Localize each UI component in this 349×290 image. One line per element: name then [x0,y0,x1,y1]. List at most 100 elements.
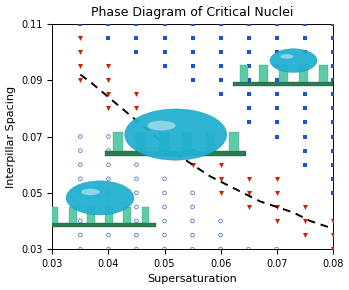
Ellipse shape [270,49,317,72]
Point [106,219,111,223]
Point [246,120,251,125]
Point [162,120,167,125]
Bar [136,132,146,151]
Point [218,36,223,40]
Point [190,205,195,209]
Bar [279,65,288,81]
Point [106,64,111,68]
Point [134,50,139,54]
Bar [206,132,215,151]
Point [162,134,167,139]
Point [218,191,223,195]
Point [302,36,307,40]
Point [330,21,335,26]
Point [77,50,83,54]
Bar [113,132,123,151]
Point [246,106,251,111]
Point [134,106,139,111]
Point [330,148,335,153]
Bar [229,132,239,151]
Point [134,36,139,40]
Point [274,78,280,83]
Bar [105,151,246,156]
Point [218,92,223,97]
Point [274,36,280,40]
Ellipse shape [147,121,176,130]
Point [162,205,167,209]
Point [134,191,139,195]
Point [274,21,280,26]
Point [77,162,83,167]
Title: Phase Diagram of Critical Nuclei: Phase Diagram of Critical Nuclei [91,6,294,19]
Point [162,64,167,68]
Point [274,205,280,209]
Point [106,21,111,26]
Point [330,120,335,125]
Point [77,219,83,223]
Point [106,205,111,209]
Point [190,191,195,195]
Point [302,233,307,238]
Point [134,21,139,26]
Point [330,191,335,195]
Point [77,148,83,153]
Point [302,120,307,125]
Point [106,78,111,83]
Ellipse shape [81,189,100,195]
Point [134,162,139,167]
Point [162,36,167,40]
Point [134,219,139,223]
Bar [299,65,307,81]
Point [246,36,251,40]
Point [274,120,280,125]
Point [162,247,167,251]
Point [330,36,335,40]
Point [162,148,167,153]
Point [274,176,280,181]
Point [330,247,335,251]
X-axis label: Supersaturation: Supersaturation [148,274,237,284]
Point [134,233,139,238]
Point [190,50,195,54]
Bar [339,65,347,81]
Point [302,21,307,26]
Point [246,21,251,26]
Point [246,247,251,251]
Point [302,92,307,97]
Point [330,134,335,139]
Point [190,219,195,223]
Point [246,92,251,97]
Ellipse shape [281,54,294,59]
Point [330,219,335,223]
Point [246,50,251,54]
Point [302,148,307,153]
Point [190,64,195,68]
Ellipse shape [66,181,134,215]
Point [162,21,167,26]
Point [77,247,83,251]
Bar [240,65,248,81]
Point [134,120,139,125]
Point [218,247,223,251]
Point [77,176,83,181]
Point [302,219,307,223]
Point [77,78,83,83]
Point [162,219,167,223]
Point [274,92,280,97]
Point [190,247,195,251]
Point [246,78,251,83]
Point [218,50,223,54]
Point [302,78,307,83]
Bar [142,207,149,223]
Point [274,134,280,139]
Point [106,176,111,181]
Point [106,233,111,238]
Bar [319,65,327,81]
Point [106,247,111,251]
Point [218,162,223,167]
Point [190,162,195,167]
Point [330,92,335,97]
Point [190,36,195,40]
Point [330,162,335,167]
Point [274,191,280,195]
